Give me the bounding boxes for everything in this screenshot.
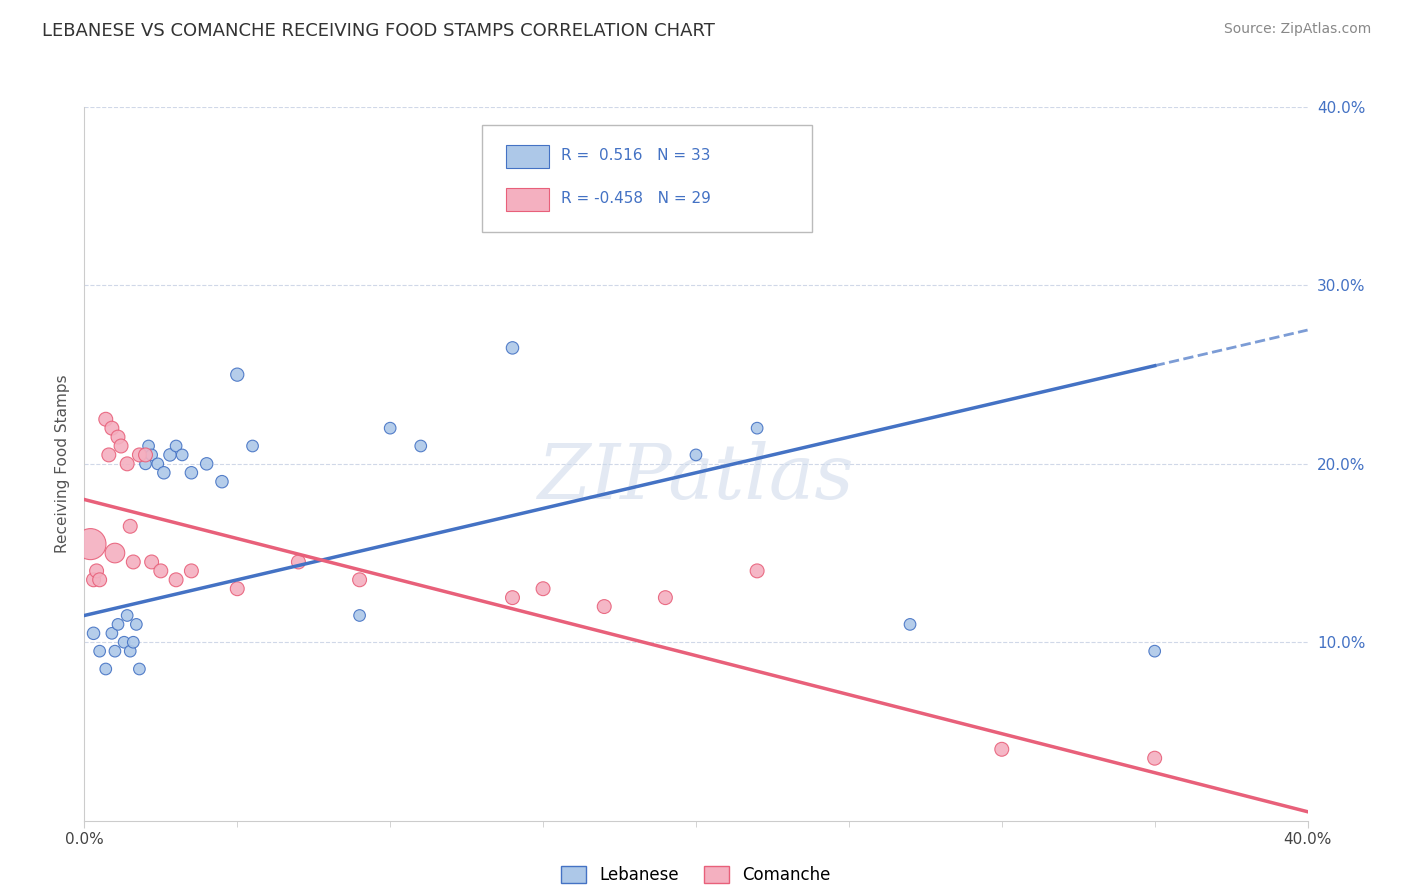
Point — [226, 582, 249, 596]
Point — [159, 448, 181, 462]
Point — [531, 582, 554, 596]
Point — [110, 439, 132, 453]
Point — [107, 430, 129, 444]
Point — [135, 457, 157, 471]
Point — [128, 448, 150, 462]
Point — [115, 608, 138, 623]
Point — [991, 742, 1014, 756]
Text: ZIPatlas: ZIPatlas — [537, 442, 855, 515]
Point — [104, 644, 127, 658]
Point — [226, 368, 249, 382]
Text: LEBANESE VS COMANCHE RECEIVING FOOD STAMPS CORRELATION CHART: LEBANESE VS COMANCHE RECEIVING FOOD STAM… — [42, 22, 716, 40]
Y-axis label: Receiving Food Stamps: Receiving Food Stamps — [55, 375, 70, 553]
Point — [349, 573, 371, 587]
Point — [107, 617, 129, 632]
Point — [165, 573, 187, 587]
Point — [593, 599, 616, 614]
Point — [115, 457, 138, 471]
Point — [165, 439, 187, 453]
Point — [180, 564, 202, 578]
Point — [94, 412, 117, 426]
Point — [380, 421, 402, 435]
Point — [112, 635, 135, 649]
Point — [89, 644, 111, 658]
Point — [83, 626, 105, 640]
Point — [211, 475, 233, 489]
Point — [89, 573, 111, 587]
Point — [141, 448, 163, 462]
Point — [409, 439, 432, 453]
Point — [349, 608, 371, 623]
Point — [79, 537, 101, 551]
Legend: Lebanese, Comanche: Lebanese, Comanche — [554, 859, 838, 891]
Point — [94, 662, 117, 676]
Point — [101, 626, 124, 640]
Point — [153, 466, 176, 480]
Point — [180, 466, 202, 480]
Point — [125, 617, 148, 632]
Point — [83, 573, 105, 587]
Point — [135, 448, 157, 462]
Point — [747, 421, 769, 435]
Point — [502, 341, 524, 355]
Point — [122, 555, 145, 569]
Text: R =  0.516   N = 33: R = 0.516 N = 33 — [561, 148, 711, 163]
Point — [97, 448, 120, 462]
FancyBboxPatch shape — [482, 125, 813, 232]
Point — [287, 555, 309, 569]
Text: Source: ZipAtlas.com: Source: ZipAtlas.com — [1223, 22, 1371, 37]
Point — [128, 662, 150, 676]
Point — [122, 635, 145, 649]
Point — [86, 564, 108, 578]
Point — [685, 448, 707, 462]
Point — [120, 644, 142, 658]
Point — [654, 591, 676, 605]
Point — [141, 555, 163, 569]
Point — [898, 617, 921, 632]
Point — [149, 564, 172, 578]
Point — [747, 564, 769, 578]
Point — [104, 546, 127, 560]
Point — [1143, 751, 1166, 765]
Point — [195, 457, 218, 471]
Point — [502, 591, 524, 605]
Bar — [506, 187, 550, 211]
Point — [146, 457, 169, 471]
Point — [120, 519, 142, 533]
Point — [138, 439, 160, 453]
Text: R = -0.458   N = 29: R = -0.458 N = 29 — [561, 191, 711, 206]
Point — [1143, 644, 1166, 658]
Point — [242, 439, 264, 453]
Point — [172, 448, 194, 462]
Bar — [506, 145, 550, 168]
Point — [101, 421, 124, 435]
